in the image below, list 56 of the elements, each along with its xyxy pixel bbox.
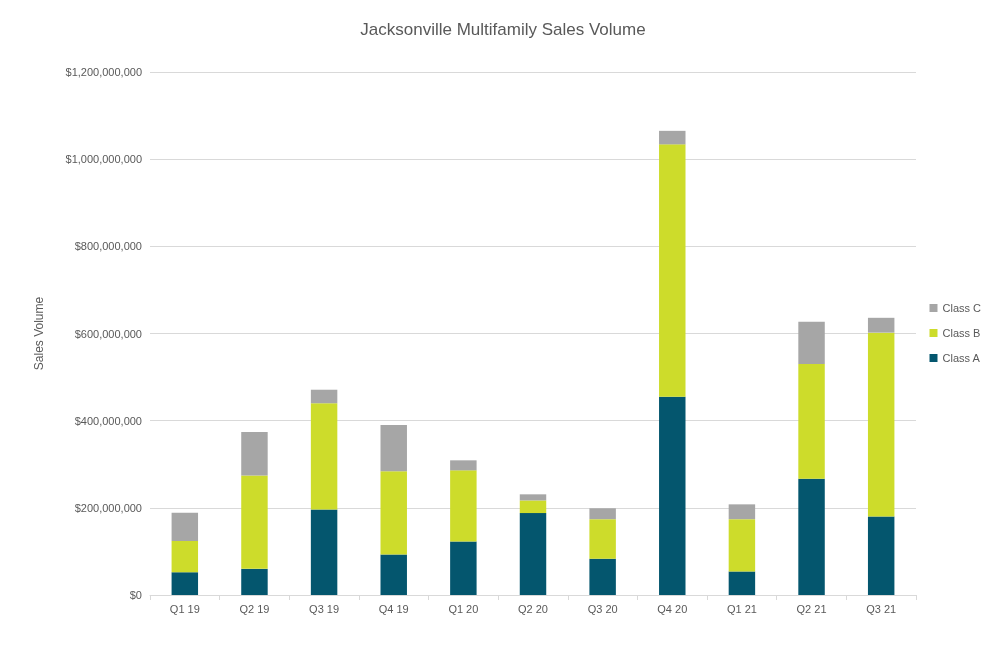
y-axis-title: Sales Volume	[32, 296, 46, 371]
bar	[589, 508, 616, 520]
x-tick-label: Q3 19	[309, 602, 340, 615]
legend-label: Class B	[942, 327, 981, 339]
bar	[659, 396, 686, 595]
bar	[380, 425, 407, 472]
bar	[519, 500, 547, 514]
bar	[380, 471, 407, 555]
x-tick-label: Q4 19	[378, 602, 409, 615]
bar	[310, 509, 338, 595]
bar	[728, 504, 756, 520]
bar	[867, 516, 895, 595]
bar	[241, 568, 268, 595]
bar	[798, 364, 825, 479]
bar	[867, 317, 895, 333]
bar	[519, 494, 547, 501]
bar	[171, 512, 199, 541]
y-tick-label: $1,200,000,000	[65, 66, 142, 78]
bar	[659, 144, 686, 397]
legend-label: Class A	[942, 352, 981, 364]
x-tick-label: Q2 19	[239, 602, 270, 615]
x-tick-label: Q2 21	[796, 602, 827, 615]
y-tick-label: $1,000,000,000	[65, 153, 142, 166]
bar	[659, 130, 686, 145]
y-tick-label: $400,000,000	[74, 414, 142, 427]
bar	[241, 475, 268, 569]
bar	[310, 389, 338, 404]
bar	[380, 554, 407, 595]
bar	[728, 519, 756, 572]
bar	[519, 513, 547, 595]
bar	[450, 541, 477, 595]
chart-title: Jacksonville Multifamily Sales Volume	[360, 20, 646, 39]
bar	[450, 460, 477, 471]
legend-label: Class C	[942, 302, 982, 314]
bar	[798, 321, 825, 365]
x-tick-label: Q1 21	[726, 602, 757, 615]
bar	[171, 540, 199, 573]
x-tick-label: Q3 20	[587, 602, 618, 615]
y-tick-label: $600,000,000	[74, 327, 142, 340]
bar	[310, 403, 338, 510]
bar	[171, 572, 199, 595]
y-tick-label: $0	[129, 589, 142, 601]
x-tick-label: Q4 20	[657, 602, 688, 615]
x-tick-label: Q3 21	[866, 602, 897, 615]
bar	[450, 470, 477, 542]
bar	[589, 519, 616, 559]
x-tick-label: Q1 20	[448, 602, 479, 615]
bar	[728, 571, 756, 595]
x-tick-label: Q2 20	[518, 602, 548, 615]
bar	[867, 332, 895, 517]
bar	[589, 558, 616, 595]
y-tick-label: $200,000,000	[74, 501, 142, 514]
x-tick-label: Q1 19	[169, 602, 200, 615]
bar	[241, 432, 268, 476]
y-tick-label: $800,000,000	[74, 240, 142, 253]
bar	[798, 478, 825, 595]
